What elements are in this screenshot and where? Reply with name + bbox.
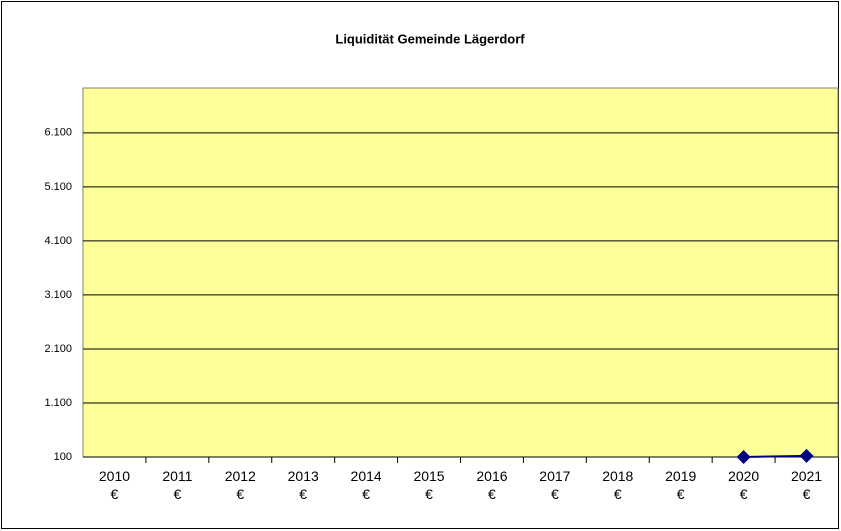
x-tick-label: 2021 € [790, 468, 823, 502]
y-tick-label: 3.100 [44, 289, 72, 301]
x-tick-label: 2011 € [162, 468, 193, 502]
y-tick-label: 100 [54, 451, 72, 463]
plot-area [82, 87, 839, 458]
x-tick-label: 2015 € [413, 468, 445, 502]
chart-title: Liquidität Gemeinde Lägerdorf [335, 31, 525, 46]
marker [736, 450, 751, 464]
marker [799, 448, 814, 463]
y-tick-label: 5.100 [44, 181, 72, 193]
x-tick-label: 2013 € [287, 468, 319, 502]
x-tick-label: 2017 € [539, 468, 571, 502]
y-tick-label: 1.100 [44, 397, 72, 409]
y-tick-label: 4.100 [44, 235, 72, 247]
x-tick-label: 2014 € [350, 468, 382, 502]
y-tick-label: 6.100 [44, 127, 72, 139]
x-tick-label: 2016 € [476, 468, 508, 502]
line [743, 454, 807, 458]
y-tick-label: 2.100 [44, 343, 72, 355]
x-tick-label: 2019 € [665, 468, 697, 502]
x-tick-label: 2020 € [728, 468, 760, 502]
x-tick-label: 2010 € [98, 468, 131, 502]
x-tick-label: 2012 € [224, 468, 256, 502]
x-tick-label: 2018 € [602, 468, 634, 502]
